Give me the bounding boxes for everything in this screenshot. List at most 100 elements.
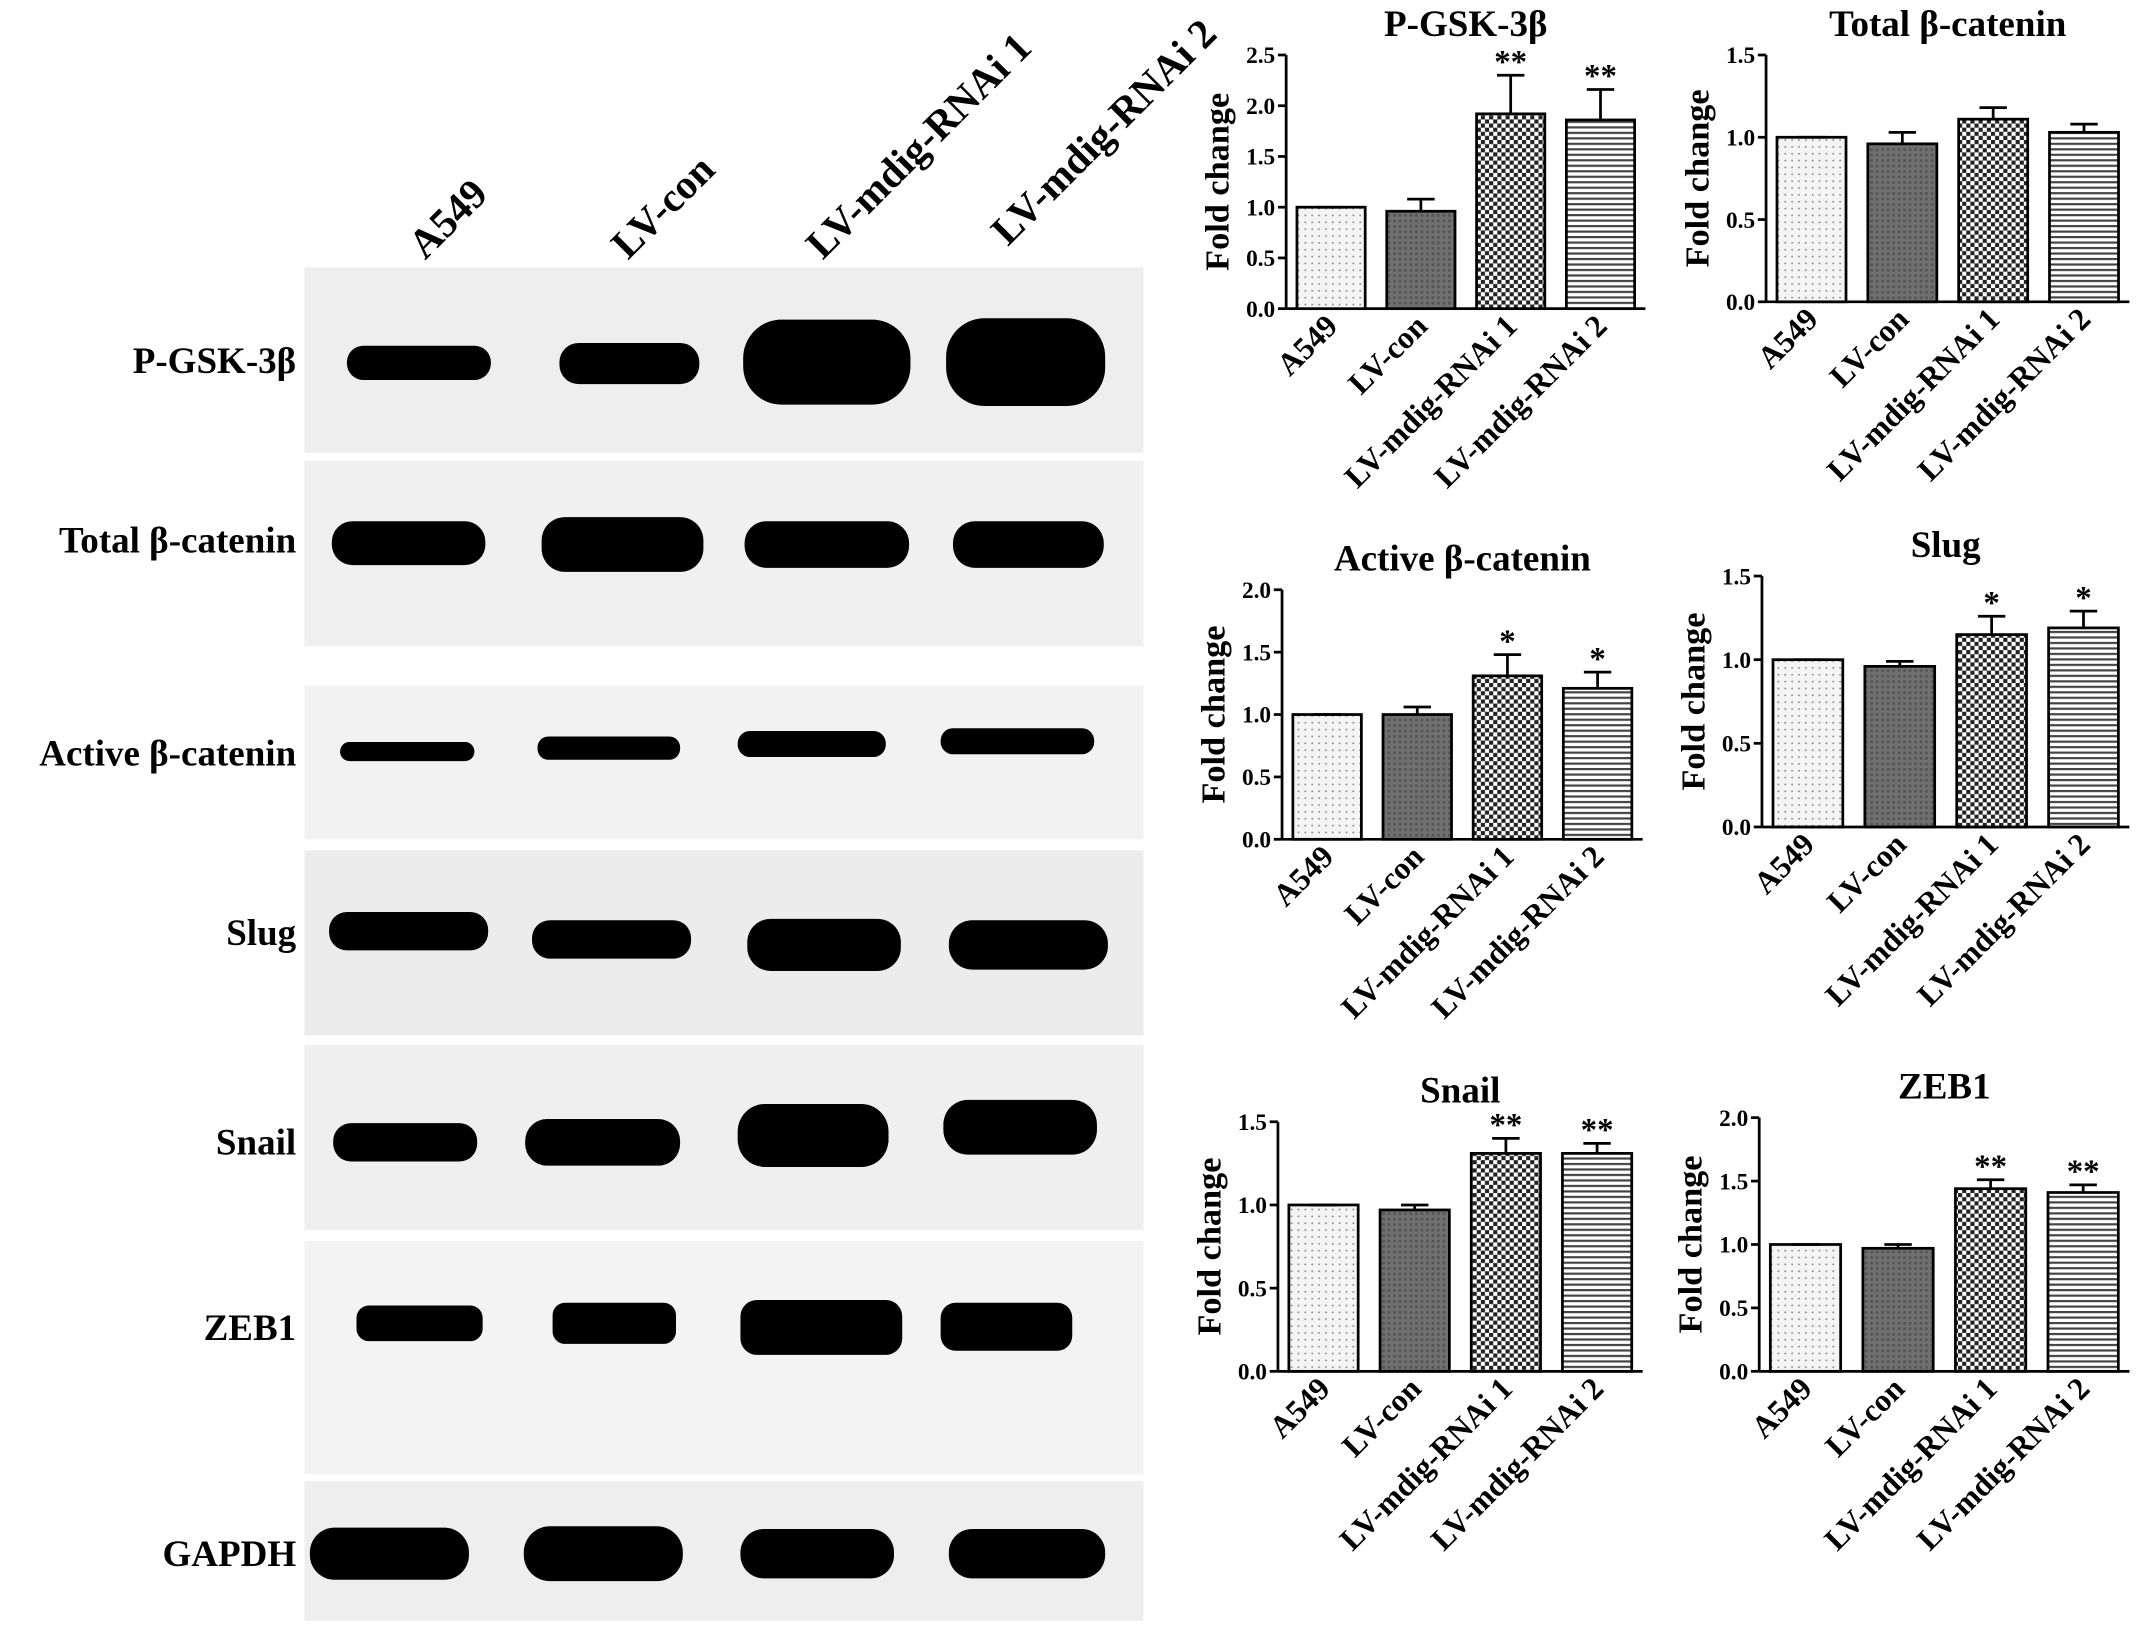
row-label: Active β-catenin (39, 733, 296, 774)
band (523, 1526, 683, 1582)
bar (1957, 117, 2030, 304)
y-tick-label: 0.0 (1726, 290, 1755, 316)
x-tick-label: A549 (1270, 308, 1344, 382)
band (943, 1099, 1097, 1155)
band (946, 318, 1106, 407)
band (737, 730, 886, 758)
bar (1863, 665, 1937, 829)
bar (2046, 1191, 2120, 1373)
band (744, 521, 910, 568)
x-tick-label: LV-mdig-RNAi 2 (1424, 839, 1610, 1025)
chart-title: Snail (1420, 1071, 1500, 1112)
significance: * (1589, 641, 1605, 677)
y-tick-label: 2.0 (1719, 1106, 1748, 1132)
band (740, 1300, 903, 1355)
y-tick-label: 0.0 (1719, 1360, 1748, 1386)
bar (1955, 633, 2028, 829)
y-tick-label: 1.0 (1246, 195, 1275, 221)
bar (1381, 713, 1453, 841)
band (346, 345, 491, 380)
significance: ** (1581, 1113, 1614, 1149)
band (747, 918, 901, 971)
significance: * (1499, 624, 1515, 660)
chart-title: Active β-catenin (1334, 539, 1591, 580)
bar-chart: Total β-catenin Fold change 0.0 0.5 1.0 1.5 A5… (1678, 4, 2130, 488)
row-label: Total β-catenin (59, 521, 297, 562)
band (948, 920, 1108, 970)
y-tick-label: 0.5 (1719, 1296, 1748, 1322)
bar (1291, 713, 1363, 841)
bar (1954, 1187, 2028, 1373)
significance: * (1983, 585, 1999, 621)
y-tick-label: 1.5 (1238, 1110, 1267, 1136)
x-tick-label: A549 (1266, 839, 1340, 913)
y-tick-label: 2.0 (1246, 94, 1275, 120)
y-tick-label: 0.5 (1242, 765, 1271, 791)
bar (1561, 686, 1634, 841)
bands (309, 318, 1108, 1582)
chart-title: P-GSK-3β (1384, 4, 1547, 45)
row-label: P-GSK-3β (133, 341, 296, 382)
bar (1771, 658, 1845, 829)
band (309, 1527, 469, 1580)
band (559, 342, 700, 385)
bar (1475, 112, 1547, 311)
band (948, 1529, 1106, 1579)
band (331, 521, 486, 566)
y-tick-label: 0.5 (1726, 208, 1755, 234)
x-tick-label: LV-mdig-RNAi 1 (1817, 1371, 2003, 1557)
blot-panel (304, 1241, 1144, 1475)
x-tick-label: LV-mdig-RNAi 2 (1910, 826, 2096, 1012)
y-tick-label: 1.0 (1722, 648, 1751, 674)
significance: ** (1489, 1108, 1522, 1144)
x-tick-label: A549 (1747, 826, 1821, 900)
row-label: Slug (226, 913, 296, 954)
x-tick-label: LV-mdig-RNAi 2 (1424, 1371, 1610, 1557)
band (940, 1302, 1073, 1351)
row-label: ZEB1 (204, 1308, 297, 1349)
band (737, 1103, 889, 1168)
band (329, 911, 489, 951)
bar (1378, 1208, 1451, 1373)
chart-title: Slug (1911, 525, 1981, 566)
y-axis-label: Fold change (1194, 626, 1232, 804)
significance: * (2075, 580, 2091, 616)
y-tick-label: 0.5 (1246, 246, 1275, 272)
band (541, 517, 704, 572)
y-tick-label: 1.5 (1719, 1169, 1748, 1195)
y-tick-label: 0.0 (1238, 1360, 1267, 1386)
band (525, 1119, 681, 1166)
bar-chart: P-GSK-3β Fold change 0.0 0.5 1.0 1.5 2.0 2.5 A54… (1199, 4, 1646, 494)
bar (1866, 142, 1939, 304)
y-tick-label: 1.0 (1242, 703, 1271, 729)
bar (1469, 1152, 1542, 1373)
x-tick-label: A549 (1262, 1371, 1336, 1445)
band (340, 741, 475, 762)
y-axis-label: Fold change (1678, 89, 1716, 267)
lane-label: LV-con (602, 146, 723, 267)
band (740, 1529, 895, 1579)
y-axis-label: Fold change (1672, 1155, 1710, 1333)
band (537, 736, 681, 760)
y-tick-label: 1.0 (1726, 125, 1755, 151)
bar (2047, 626, 2120, 829)
y-tick-label: 1.5 (1246, 145, 1275, 171)
bar-chart: ZEB1 Fold change 0.0 0.5 1.0 1.5 2.0 A549 LV-con… (1672, 1066, 2130, 1557)
significance: ** (1584, 59, 1617, 95)
bar (1775, 135, 1848, 304)
bar (1295, 205, 1367, 311)
band (532, 920, 692, 959)
row-label: GAPDH (163, 1534, 297, 1575)
significance: ** (1494, 45, 1527, 81)
y-tick-label: 0.0 (1242, 828, 1271, 854)
x-tick-label: LV-mdig-RNAi 2 (1910, 1371, 2096, 1557)
blot: A549 LV-con LV-mdig-RNAi 1 LV-mdig-RNAi … (39, 10, 1225, 1621)
bar (1768, 1243, 1843, 1373)
x-tick-label: A549 (1750, 301, 1824, 375)
chart-title: Total β-catenin (1829, 4, 2067, 45)
y-tick-label: 1.0 (1238, 1193, 1267, 1219)
bar (1861, 1246, 1935, 1373)
